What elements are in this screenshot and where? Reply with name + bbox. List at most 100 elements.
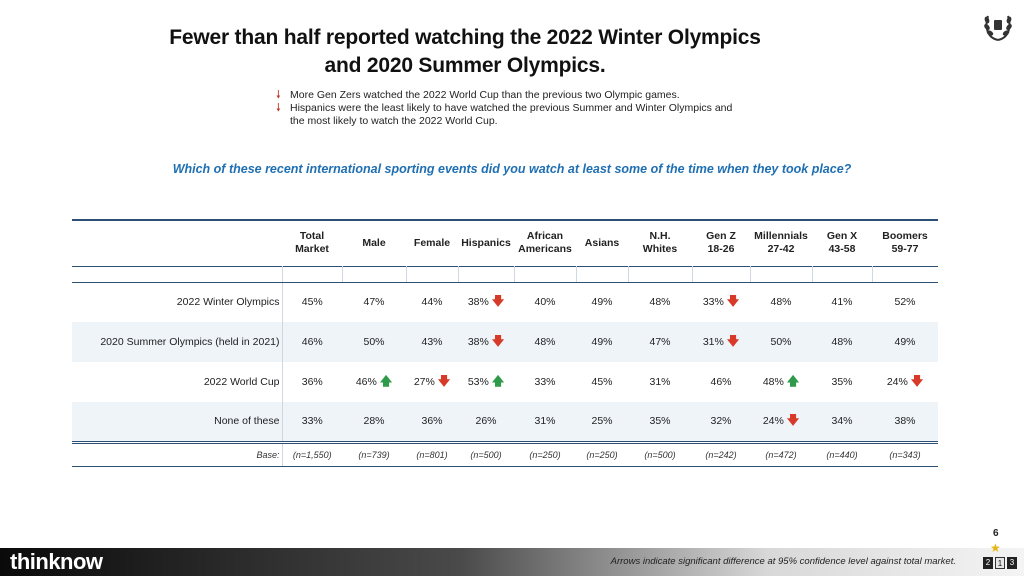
title-line-1: Fewer than half reported watching the 20… (169, 26, 761, 49)
arrow-up-icon: 🡅 (491, 373, 505, 388)
arrow-up-icon: 🡅 (379, 373, 393, 388)
table-cell: 45% (282, 282, 342, 322)
cell-value: 28% (363, 415, 385, 428)
column-header-line: Gen X (826, 230, 858, 243)
finding-item: 🠗 More Gen Zers watched the 2022 World C… (276, 89, 746, 102)
cell-value: 46% (355, 375, 377, 388)
table-cell: 31% (628, 362, 692, 402)
table-cell: 38% (872, 402, 938, 442)
table-cell: 38% 🡇 (458, 282, 514, 322)
table-cell: 46% (282, 322, 342, 362)
cell-value: 43% (421, 336, 443, 348)
column-header-line: Male (362, 236, 386, 249)
base-value: (n=242) (692, 440, 750, 467)
cell-value: 45% (301, 296, 323, 309)
results-table: Total Market Male Female Hispanics African Ame… (72, 219, 938, 467)
arrow-down-icon: 🡇 (910, 373, 924, 388)
cell-value: 33% (702, 295, 724, 308)
table-cell: 36% (282, 362, 342, 402)
base-value: (n=500) (628, 440, 692, 467)
cell-value: 24% (886, 375, 908, 388)
brand-logo: thinknow (10, 549, 103, 574)
column-header: Total Market (282, 220, 342, 266)
nav-box[interactable]: 2 (983, 557, 993, 569)
table-cell: 52% (872, 282, 938, 322)
column-header-line: Total (299, 230, 325, 243)
cell-value: 50% (363, 336, 385, 348)
column-header-line: Market (295, 243, 329, 256)
table-cell: 28% (342, 402, 406, 442)
base-value: (n=440) (812, 440, 872, 467)
nav-box-current[interactable]: 1 (995, 557, 1005, 569)
finding-item: 🠗 Hispanics were the least likely to hav… (276, 102, 746, 128)
cell-value: 34% (831, 415, 853, 428)
survey-question: Which of these recent international spor… (172, 162, 852, 176)
column-header-line: 43-58 (828, 243, 856, 256)
table-cell: 33% 🡇 (692, 282, 750, 322)
cell-value: 35% (831, 376, 853, 388)
cell-value: 52% (894, 296, 916, 309)
table-cell: 24% 🡇 (750, 402, 812, 442)
slide-nav: 2 1 3 (983, 557, 1017, 569)
table-cell: 49% (872, 322, 938, 362)
row-label: 2020 Summer Olympics (held in 2021) (72, 322, 283, 362)
table-cell: 47% (342, 282, 406, 322)
table-cell: 50% (342, 322, 406, 362)
table-cell: 50% (750, 322, 812, 362)
table-cell: 34% (812, 402, 872, 442)
table-cell: 49% (576, 282, 628, 322)
title-line-2: and 2020 Summer Olympics. (324, 54, 606, 77)
table-cell: 48% (628, 282, 692, 322)
star-icon: ★ (990, 541, 1001, 555)
cell-value: 48% (770, 296, 792, 309)
cell-value: 46% (301, 336, 323, 348)
arrow-down-icon: 🡇 (437, 373, 451, 388)
cell-value: 32% (710, 415, 732, 428)
cell-value: 41% (831, 296, 853, 309)
column-header: Male (342, 220, 406, 266)
column-header: Female (406, 220, 458, 266)
column-header: Boomers 59-77 (872, 220, 938, 266)
table-cell: 48% 🡅 (750, 362, 812, 402)
arrow-down-icon: 🡇 (726, 333, 740, 348)
cell-value: 40% (534, 296, 556, 309)
cell-value: 38% (467, 335, 489, 348)
arrow-down-icon: 🡇 (491, 293, 505, 308)
column-header-line: Female (413, 236, 451, 249)
column-header-line: Americans (518, 243, 572, 256)
table-cell: 35% (812, 362, 872, 402)
slide-title: Fewer than half reported watching the 20… (120, 24, 810, 80)
table-cell: 53% 🡅 (458, 362, 514, 402)
table-cell: 46% (692, 362, 750, 402)
table-header-row: Total Market Male Female Hispanics African Ame… (72, 220, 938, 266)
column-header-line: Millennials (754, 230, 808, 243)
table-row: 2020 Summer Olympics (held in 2021) 46% 50… (72, 322, 938, 362)
arrow-up-icon: 🡅 (786, 373, 800, 388)
cell-value: 27% (413, 375, 435, 388)
base-value: (n=250) (514, 440, 576, 467)
header-spacer-row (72, 265, 938, 283)
down-arrow-bullet-icon: 🠗 (276, 102, 281, 114)
nav-box[interactable]: 3 (1007, 557, 1017, 569)
table-cell: 33% (514, 362, 576, 402)
table-cell: 48% (812, 322, 872, 362)
cell-value: 49% (894, 336, 916, 348)
table-cell: 44% (406, 282, 458, 322)
cell-value: 50% (770, 336, 792, 348)
base-row: Base: (n=1,550) (n=739) (n=801) (n=500) (n=25… (72, 440, 938, 467)
cell-value: 45% (591, 376, 613, 388)
column-header-line: 27-42 (767, 243, 795, 256)
table-cell: 40% (514, 282, 576, 322)
row-label: None of these (72, 402, 283, 442)
base-value: (n=250) (576, 440, 628, 467)
column-header: African Americans (514, 220, 576, 266)
column-header: Asians (576, 220, 628, 266)
cell-value: 46% (710, 376, 732, 388)
cell-value: 48% (649, 296, 671, 309)
footer-bar (0, 548, 1024, 576)
column-header-line: 59-77 (891, 243, 919, 256)
header-corner (72, 220, 282, 266)
cell-value: 49% (591, 336, 613, 348)
cell-value: 25% (591, 415, 613, 428)
cell-value: 48% (534, 336, 556, 348)
